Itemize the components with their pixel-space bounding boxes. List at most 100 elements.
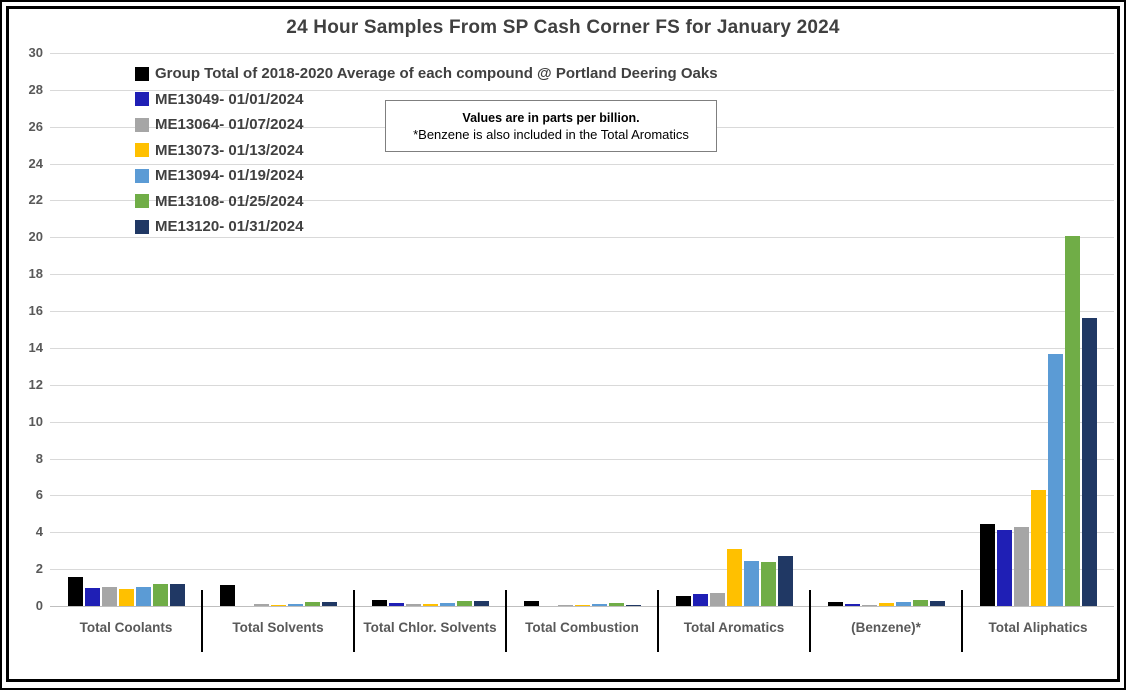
bar xyxy=(675,595,691,606)
legend-swatch-icon xyxy=(135,143,149,158)
legend-label: ME13094- 01/19/2024 xyxy=(155,167,304,185)
bar xyxy=(84,587,100,606)
x-axis-label: Total Aromatics xyxy=(683,620,785,635)
y-tick-label: 14 xyxy=(28,339,43,355)
legend-swatch-icon xyxy=(135,92,149,107)
bar xyxy=(557,605,573,606)
legend-label: Group Total of 2018-2020 Average of each… xyxy=(155,65,718,83)
bar xyxy=(169,583,185,606)
legend-swatch-icon xyxy=(135,117,149,132)
gridline xyxy=(50,347,1114,349)
legend-item: ME13120- 01/31/2024 xyxy=(135,214,718,240)
bar xyxy=(608,603,624,606)
bar xyxy=(895,602,911,606)
bar xyxy=(422,603,438,606)
y-tick-label: 4 xyxy=(35,524,43,540)
chart-title: 24 Hour Samples From SP Cash Corner FS f… xyxy=(286,17,840,38)
gridline xyxy=(50,421,1114,423)
bar xyxy=(1030,489,1046,606)
bar-group-total-chlor-solvents xyxy=(354,53,506,606)
y-tick-label: 16 xyxy=(28,303,43,319)
bar xyxy=(371,599,387,606)
gridline xyxy=(50,311,1114,313)
bar xyxy=(625,604,641,606)
legend-label: ME13073- 01/13/2024 xyxy=(155,141,304,159)
category-divider xyxy=(657,590,659,652)
legend-label: ME13049- 01/01/2024 xyxy=(155,90,304,108)
category-divider xyxy=(201,590,203,652)
bar-group-total-aliphatics xyxy=(962,53,1114,606)
annotation-line1: Values are in parts per billion. xyxy=(462,110,640,125)
bar-group-total-coolants xyxy=(50,53,202,606)
gridline xyxy=(50,569,1114,571)
annotation-box: Values are in parts per billion. *Benzen… xyxy=(385,100,717,152)
x-axis-labels: Total Coolants Total Solvents Total Chlor.… xyxy=(50,616,1114,635)
y-tick-label: 22 xyxy=(28,192,43,208)
bar xyxy=(439,603,455,606)
bar xyxy=(692,594,708,606)
bar xyxy=(1013,526,1029,606)
y-tick-label: 6 xyxy=(35,487,43,503)
bar xyxy=(574,605,590,606)
bar xyxy=(270,604,286,606)
bar xyxy=(929,601,945,606)
legend-label: ME13108- 01/25/2024 xyxy=(155,192,304,210)
bar xyxy=(67,577,83,606)
x-axis-label: Total Chlor. Solvents xyxy=(363,620,497,635)
bar xyxy=(912,600,928,606)
x-axis-label: Total Coolants xyxy=(79,620,173,635)
x-axis-label: Total Solvents xyxy=(232,620,324,635)
annotation-line2: *Benzene is also included in the Total A… xyxy=(413,126,689,142)
y-tick-label: 8 xyxy=(35,450,43,466)
bar xyxy=(135,586,151,606)
gridline xyxy=(50,53,1114,54)
y-tick-label: 12 xyxy=(28,376,43,392)
x-axis-label: Total Aliphatics xyxy=(988,620,1088,635)
legend-swatch-icon xyxy=(135,219,149,234)
y-tick-label: 2 xyxy=(35,561,43,577)
bar xyxy=(709,593,725,606)
legend-label: ME13120- 01/31/2024 xyxy=(155,218,304,236)
y-tick-label: 30 xyxy=(28,45,43,60)
y-tick-label: 24 xyxy=(28,155,43,171)
gridline xyxy=(50,237,1114,239)
bar xyxy=(253,603,269,606)
bar xyxy=(456,601,472,606)
bar xyxy=(827,602,843,606)
gridline xyxy=(50,384,1114,386)
bar-group-total-combustion xyxy=(506,53,658,606)
category-divider xyxy=(809,590,811,652)
bar xyxy=(844,604,860,606)
legend-swatch-icon xyxy=(135,194,149,209)
bar xyxy=(1064,235,1080,606)
legend-item: ME13108- 01/25/2024 xyxy=(135,189,718,215)
legend: Group Total of 2018-2020 Average of each… xyxy=(135,61,718,240)
bar xyxy=(405,603,421,606)
gridline xyxy=(50,532,1114,534)
gridline xyxy=(50,606,1114,607)
bar xyxy=(591,604,607,606)
bar xyxy=(743,560,759,606)
bar xyxy=(287,603,303,606)
gridline xyxy=(50,274,1114,276)
bar xyxy=(304,602,320,606)
category-divider xyxy=(961,590,963,652)
bar xyxy=(1047,354,1063,606)
bar-group-total-solvents xyxy=(202,53,354,606)
bar xyxy=(219,584,235,606)
x-axis-label: (Benzene)* xyxy=(851,620,921,635)
gridline xyxy=(50,163,1114,165)
legend-swatch-icon xyxy=(135,66,149,81)
bar xyxy=(473,601,489,606)
bar xyxy=(979,523,995,606)
bar xyxy=(321,602,337,606)
bar xyxy=(118,589,134,606)
gridline xyxy=(50,495,1114,497)
bar xyxy=(101,586,117,606)
gridline xyxy=(50,89,1114,91)
y-tick-label: 18 xyxy=(28,266,43,282)
bar xyxy=(777,556,793,606)
gridline xyxy=(50,458,1114,460)
bar xyxy=(523,601,539,606)
bar xyxy=(1081,317,1097,606)
